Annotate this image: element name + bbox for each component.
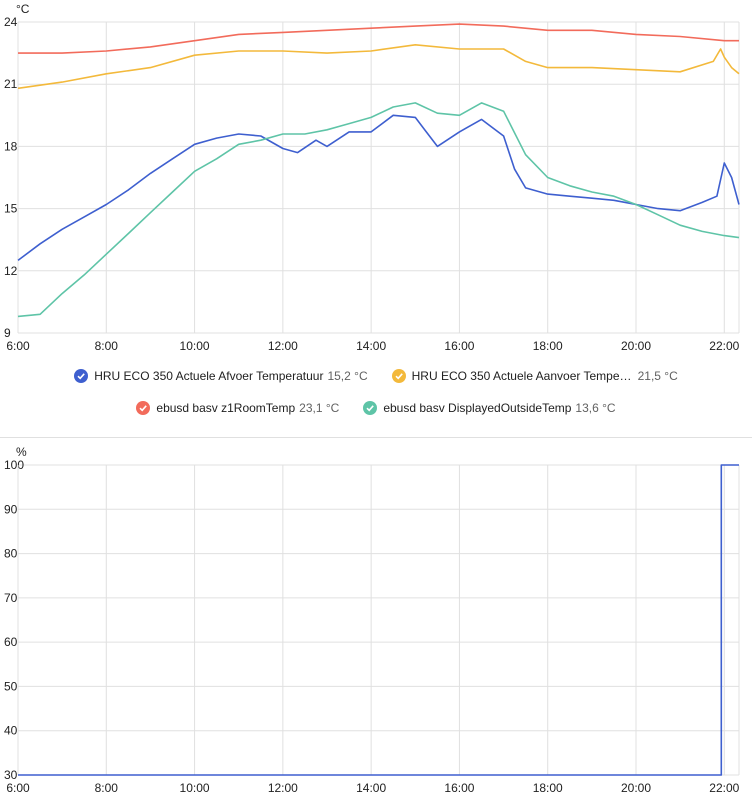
- series-line-0[interactable]: [18, 464, 739, 776]
- legend-item-afvoer[interactable]: HRU ECO 350 Actuele Afvoer Temperatuur 1…: [74, 369, 368, 383]
- y-tick-label: 70: [4, 591, 18, 605]
- y-tick-label: 21: [4, 77, 18, 91]
- temperature-legend: HRU ECO 350 Actuele Afvoer Temperatuur 1…: [0, 364, 752, 420]
- y-tick-label: 30: [4, 768, 18, 782]
- y-tick-label: 50: [4, 679, 18, 693]
- check-icon: [74, 369, 89, 383]
- x-tick-label: 14:00: [356, 781, 386, 795]
- y-tick-label: 80: [4, 547, 18, 561]
- percentage-card: % 30 40 50 60 70 80 90 100 6:00 8:00 10:00 12:00 14:0…: [0, 437, 752, 801]
- legend-item-aanvoer[interactable]: HRU ECO 350 Actuele Aanvoer Temperatu...…: [391, 369, 678, 383]
- x-tick-label: 22:00: [709, 339, 739, 353]
- series-line-0[interactable]: [17, 114, 740, 262]
- unit-label: °C: [16, 2, 30, 16]
- x-tick-label: 18:00: [533, 781, 563, 795]
- series-line-1[interactable]: [17, 43, 740, 90]
- legend-label: HRU ECO 350 Actuele Afvoer Temperatuur: [94, 369, 324, 383]
- y-tick-label: 18: [4, 139, 18, 153]
- legend-row: ebusd basv z1RoomTemp 23,1 °C ebusd basv…: [0, 396, 752, 420]
- legend-value: 15,2 °C: [327, 369, 368, 383]
- x-tick-label: 6:00: [6, 781, 30, 795]
- legend-value: 13,6 °C: [575, 401, 616, 415]
- legend-label: ebusd basv z1RoomTemp: [156, 401, 296, 415]
- check-icon: [363, 401, 378, 415]
- legend-item-roomtemp[interactable]: ebusd basv z1RoomTemp 23,1 °C: [136, 401, 339, 415]
- x-tick-label: 16:00: [444, 339, 474, 353]
- legend-value: 21,5 °C: [637, 369, 678, 383]
- x-tick-label: 16:00: [444, 781, 474, 795]
- percentage-chart: % 30 40 50 60 70 80 90 100 6:00 8:00 10:00 12:00 14:0…: [4, 445, 740, 795]
- series-line-3[interactable]: [17, 102, 740, 318]
- y-tick-label: 24: [4, 15, 18, 29]
- check-icon: [136, 401, 151, 415]
- x-tick-label: 8:00: [95, 781, 119, 795]
- legend-label: HRU ECO 350 Actuele Aanvoer Temperatu...: [411, 369, 634, 383]
- series-line-2[interactable]: [18, 23, 739, 54]
- y-tick-label: 60: [4, 635, 18, 649]
- y-tick-label: 15: [4, 202, 18, 216]
- y-tick-label: 9: [4, 326, 11, 340]
- x-tick-label: 10:00: [180, 781, 210, 795]
- x-tick-label: 20:00: [621, 339, 651, 353]
- x-tick-label: 18:00: [533, 339, 563, 353]
- y-tick-label: 90: [4, 502, 18, 516]
- y-tick-label: 12: [4, 264, 18, 278]
- x-tick-label: 8:00: [95, 339, 119, 353]
- x-tick-label: 12:00: [268, 339, 298, 353]
- y-tick-label: 100: [4, 458, 24, 472]
- x-tick-label: 22:00: [709, 781, 739, 795]
- x-tick-label: 12:00: [268, 781, 298, 795]
- legend-item-outsidetemp[interactable]: ebusd basv DisplayedOutsideTemp 13,6 °C: [363, 401, 616, 415]
- temperature-chart: °C 9 12 15 18 21 24 6:00 8:00 10:00 12:00 14:00 16:0…: [4, 2, 740, 353]
- y-tick-label: 40: [4, 724, 18, 738]
- unit-label: %: [16, 445, 27, 459]
- check-icon: [391, 369, 406, 383]
- legend-row: HRU ECO 350 Actuele Afvoer Temperatuur 1…: [0, 364, 752, 388]
- legend-label: ebusd basv DisplayedOutsideTemp: [383, 401, 572, 415]
- x-tick-label: 10:00: [180, 339, 210, 353]
- x-tick-label: 6:00: [6, 339, 30, 353]
- x-tick-label: 14:00: [356, 339, 386, 353]
- legend-value: 23,1 °C: [299, 401, 340, 415]
- x-tick-label: 20:00: [621, 781, 651, 795]
- temperature-card: °C 9 12 15 18 21 24 6:00 8:00 10:00 12:00 14:00 16:0…: [0, 2, 752, 420]
